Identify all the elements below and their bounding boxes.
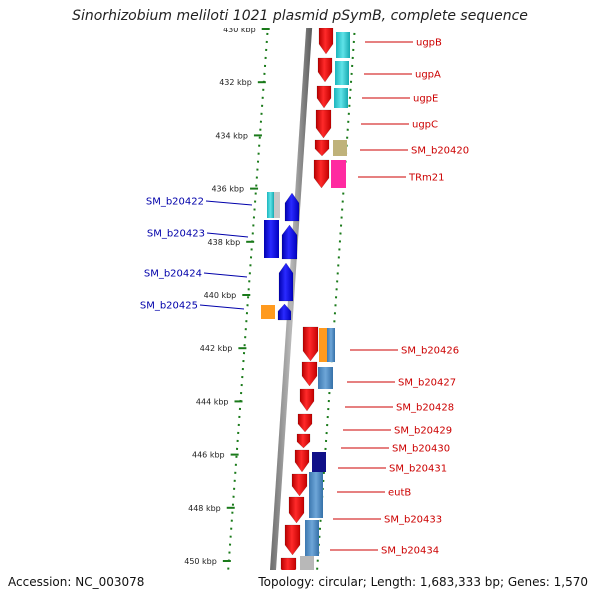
reverse-gene-leader xyxy=(205,200,253,206)
forward-gene-label: SM_b20434 xyxy=(381,546,439,557)
reverse-gene-leader xyxy=(199,304,245,310)
forward-gene-arrow xyxy=(294,449,310,473)
reverse-feature xyxy=(261,305,275,319)
scale-tick-label: 444 kbp xyxy=(196,397,229,406)
forward-feature xyxy=(336,32,350,58)
forward-feature xyxy=(333,140,347,156)
forward-feature xyxy=(335,61,349,85)
forward-feature xyxy=(312,452,326,472)
scale-tick-label: 446 kbp xyxy=(192,451,225,460)
scale-tick-label: 448 kbp xyxy=(188,504,221,513)
scale-tick-label: 442 kbp xyxy=(200,344,233,353)
title-bg xyxy=(0,0,600,28)
reverse-gene-leader xyxy=(203,272,248,278)
forward-gene-arrow xyxy=(296,433,311,449)
map-title: Sinorhizobium meliloti 1021 plasmid pSym… xyxy=(72,8,528,24)
forward-gene-arrow xyxy=(302,326,319,362)
forward-gene-label: TRm21 xyxy=(408,173,445,184)
forward-feature xyxy=(309,472,323,518)
reverse-gene-arrow xyxy=(284,192,300,222)
forward-gene-label: SM_b20428 xyxy=(396,403,454,414)
scale-tick-label: 450 kbp xyxy=(184,557,217,566)
topology-label: Topology: circular; Length: 1,683,333 bp… xyxy=(258,575,588,589)
forward-gene-label: ugpE xyxy=(413,94,438,105)
reverse-gene-arrow xyxy=(277,303,292,321)
forward-gene-label: ugpC xyxy=(412,120,438,131)
forward-gene-arrow xyxy=(288,496,305,524)
reverse-track-guide xyxy=(225,24,269,600)
reverse-gene-label: SM_b20424 xyxy=(144,269,202,280)
reverse-gene-label: SM_b20422 xyxy=(146,197,204,208)
feature-blocks xyxy=(261,0,350,579)
forward-feature xyxy=(327,328,335,362)
forward-feature xyxy=(318,367,333,389)
forward-gene-label: ugpB xyxy=(416,38,442,49)
scale-tick-label: 436 kbp xyxy=(211,185,244,194)
forward-gene-arrow xyxy=(301,361,318,387)
forward-gene-label: ugpA xyxy=(415,70,441,81)
reverse-gene-label: SM_b20423 xyxy=(147,229,205,240)
forward-gene-arrow xyxy=(314,139,330,157)
forward-gene-arrow xyxy=(313,159,330,189)
forward-feature xyxy=(331,160,346,188)
reverse-gene-label: SM_b20425 xyxy=(140,301,198,312)
forward-gene-arrow xyxy=(299,388,315,412)
accession-label: Accession: NC_003078 xyxy=(8,575,145,589)
scale-tick-label: 438 kbp xyxy=(208,238,241,247)
forward-feature xyxy=(334,88,348,108)
gene-labels: ugpB ugpA ugpE ugpC SM_b20420 TRm21 SM_b20426 S… xyxy=(140,38,469,557)
scale-tick-label: 432 kbp xyxy=(219,78,252,87)
footer-bg xyxy=(0,570,600,600)
forward-gene-arrow xyxy=(297,413,313,433)
forward-gene-arrow xyxy=(284,524,301,556)
forward-gene-arrow xyxy=(318,27,334,55)
reverse-feature xyxy=(267,192,274,218)
forward-gene-label: SM_b20433 xyxy=(384,515,442,526)
forward-gene-arrow xyxy=(316,85,332,109)
forward-feature xyxy=(305,520,319,556)
reverse-gene-arrow xyxy=(281,224,298,260)
forward-gene-label: SM_b20426 xyxy=(401,346,459,357)
forward-feature xyxy=(319,328,327,362)
reverse-gene-arrow xyxy=(278,262,294,302)
forward-gene-label: eutB xyxy=(388,488,411,499)
reverse-feature xyxy=(274,192,280,218)
scale-tick-label: 440 kbp xyxy=(204,291,237,300)
scale-ticks: 430 kbp 432 kbp 434 kbp 436 kbp 438 kbp 440 k… xyxy=(184,25,270,566)
forward-gene-label: SM_b20431 xyxy=(389,464,447,475)
forward-gene-arrow xyxy=(291,473,308,497)
forward-gene-arrow xyxy=(317,57,333,83)
forward-gene-arrow xyxy=(315,109,332,139)
forward-gene-label: SM_b20427 xyxy=(398,378,456,389)
reverse-feature xyxy=(264,220,279,258)
scale-tick-label: 430 kbp xyxy=(223,25,256,34)
forward-gene-label: SM_b20429 xyxy=(394,426,452,437)
forward-gene-label: SM_b20420 xyxy=(411,146,469,157)
reverse-gene-leader xyxy=(206,232,249,238)
scale-tick-label: 434 kbp xyxy=(215,131,248,140)
forward-gene-label: SM_b20430 xyxy=(392,444,450,455)
